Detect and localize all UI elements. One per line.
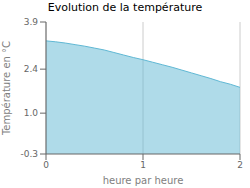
svg-text:heure par heure: heure par heure <box>103 175 184 186</box>
svg-text:3.9: 3.9 <box>24 17 39 27</box>
svg-text:0: 0 <box>43 160 49 170</box>
svg-text:-0.3: -0.3 <box>20 149 38 159</box>
svg-text:1: 1 <box>140 160 146 170</box>
svg-text:Température en °C: Température en °C <box>8 41 12 136</box>
svg-text:1.0: 1.0 <box>24 108 39 118</box>
svg-text:2: 2 <box>237 160 242 170</box>
html-text:Evolution de la température: Evolution de la température <box>47 1 203 14</box>
svg-text:2.4: 2.4 <box>24 64 39 74</box>
